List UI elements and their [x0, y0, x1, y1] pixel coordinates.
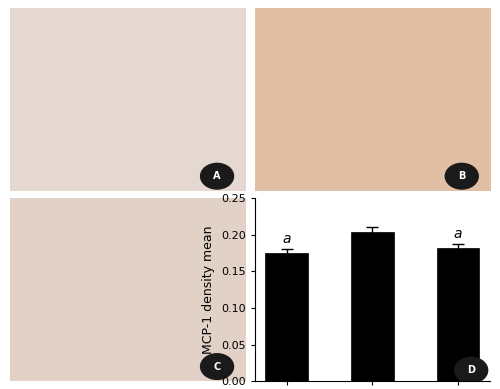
Text: a: a — [282, 232, 291, 246]
Text: D: D — [467, 365, 475, 375]
Circle shape — [200, 354, 234, 379]
Text: a: a — [454, 227, 462, 241]
Circle shape — [446, 163, 478, 189]
Circle shape — [200, 163, 234, 189]
Bar — [266, 253, 308, 381]
Text: C: C — [214, 361, 220, 371]
Text: A: A — [214, 171, 221, 181]
Bar — [436, 248, 480, 381]
Circle shape — [454, 357, 488, 383]
Y-axis label: MCP-1 density mean: MCP-1 density mean — [202, 226, 215, 354]
Text: B: B — [458, 171, 466, 181]
Bar — [351, 232, 394, 381]
